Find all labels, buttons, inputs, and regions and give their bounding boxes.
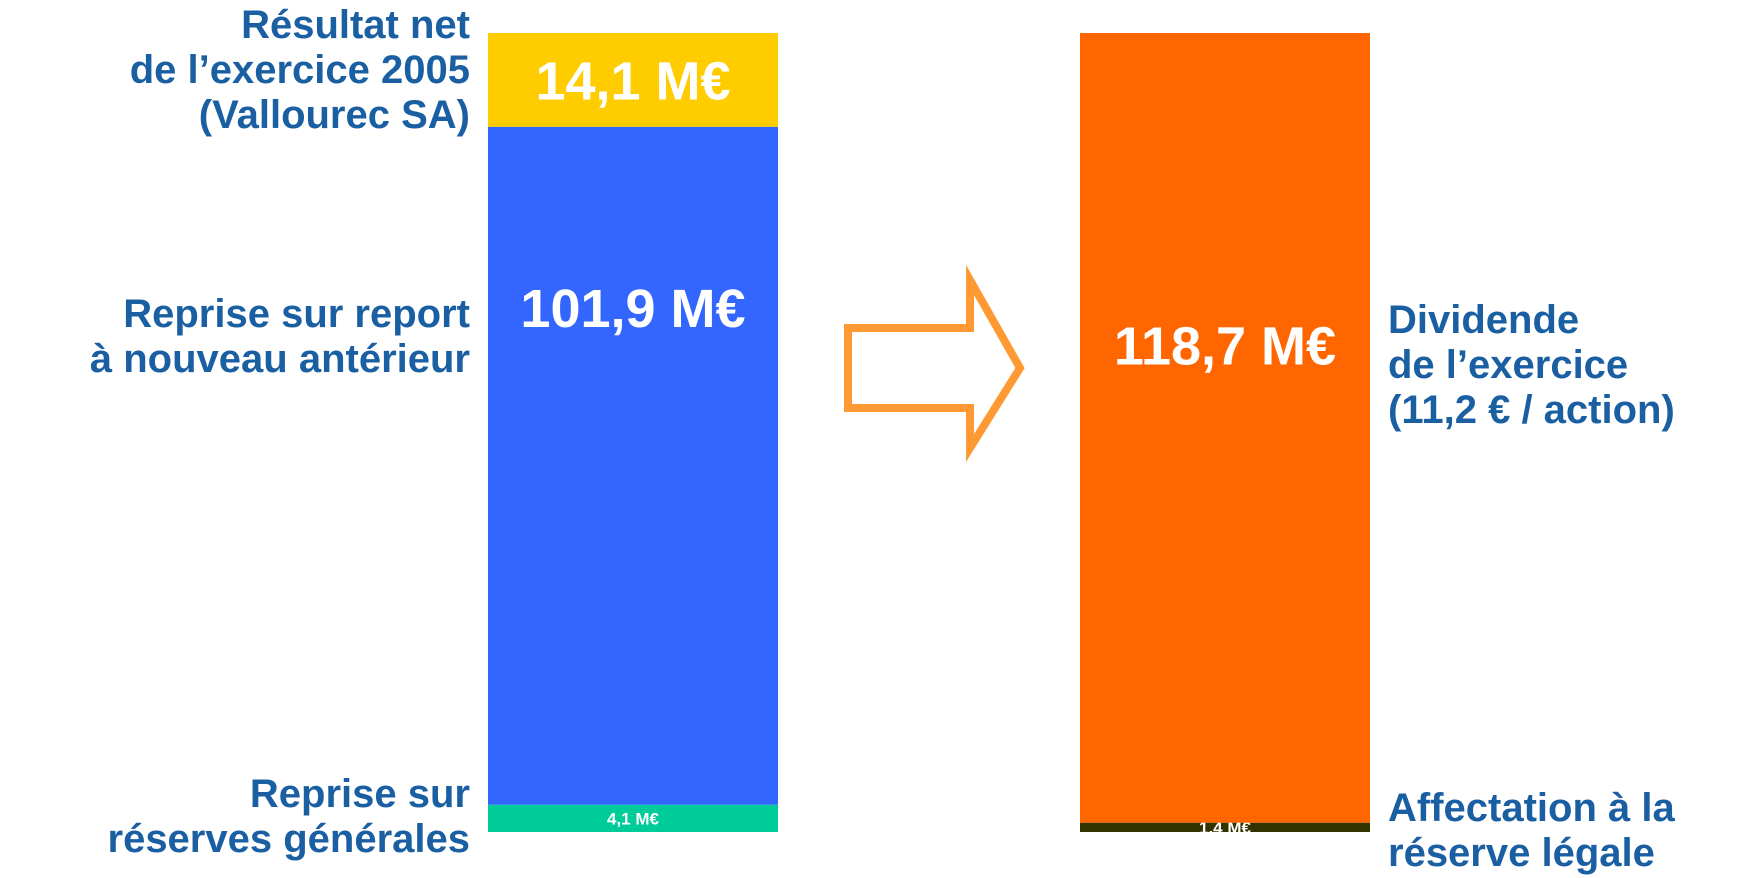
bar-segment [488,33,778,127]
label-dividende: Dividende de l’exercice (11,2 € / action… [1388,298,1675,432]
bar-value-label: 101,9 M€ [520,279,745,339]
bar-segment [1080,33,1370,823]
bar-segment [488,126,778,805]
label-reserve-legale: Affectation à la réserve légale [1388,786,1675,875]
label-resultat-net: Résultat net de l’exercice 2005 (Vallour… [129,3,470,137]
bar-value-label: 14,1 M€ [535,51,730,111]
label-reprise-reserves: Reprise sur réserves générales [107,772,471,861]
right-arrow-icon [844,264,1025,462]
bar-segment [1080,822,1370,832]
bar-value-label: 118,7 M€ [1114,317,1336,377]
bar-value-label: 4,1 M€ [607,809,660,828]
bar-segment [488,804,778,832]
bar-value-label: 1,4 M€ [1199,818,1252,837]
label-reprise-report: Reprise sur report à nouveau antérieur [89,292,470,381]
